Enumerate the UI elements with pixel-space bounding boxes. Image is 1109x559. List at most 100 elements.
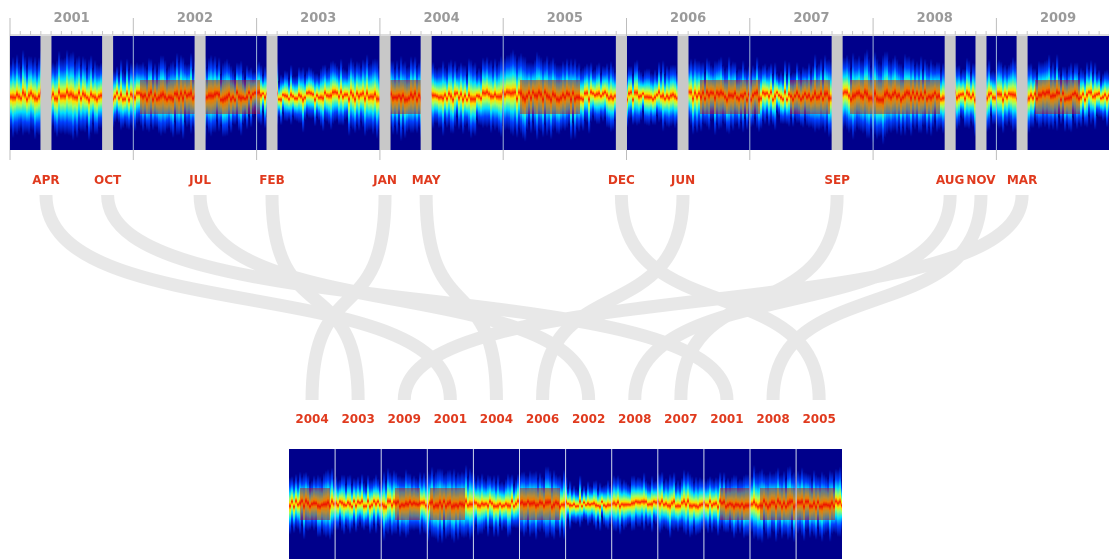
heatmap-column <box>718 58 721 131</box>
heatmap-column <box>750 71 753 128</box>
heatmap-column <box>764 62 767 125</box>
heatmap-column <box>676 71 679 125</box>
heatmap-column <box>334 62 337 122</box>
heatmap-column <box>584 65 587 121</box>
heatmap-column <box>536 51 539 141</box>
heatmap-column <box>998 59 1001 130</box>
heatmap-column <box>86 68 89 128</box>
heatmap-column <box>412 60 415 134</box>
sample-heatmap-column <box>427 470 430 543</box>
sample-heatmap-column <box>629 485 632 525</box>
sample-heatmap-column <box>799 473 802 532</box>
sample-heatmap-column <box>521 471 524 534</box>
heatmap-column <box>742 60 745 133</box>
heatmap-column <box>238 62 241 132</box>
sample-heatmap-column <box>307 474 310 532</box>
heatmap-column <box>1090 59 1093 126</box>
heatmap-column <box>94 59 97 135</box>
year-label: 2004 <box>423 11 459 26</box>
heatmap-column <box>844 57 847 128</box>
month-label: DEC <box>608 173 635 187</box>
heatmap-column <box>124 72 127 126</box>
heatmap-column <box>772 73 775 126</box>
heatmap-column <box>942 62 945 134</box>
sample-heatmap-column <box>723 471 726 533</box>
sample-heatmap-column <box>295 473 298 529</box>
sample-heatmap-column <box>333 477 336 531</box>
heatmap-column <box>1064 66 1067 133</box>
heatmap-column <box>566 57 569 129</box>
sample-heatmap-column <box>709 476 712 527</box>
heatmap-column <box>78 55 81 130</box>
heatmap-column <box>792 71 795 127</box>
sample-heatmap-column <box>527 475 530 529</box>
heatmap-column <box>342 67 345 126</box>
sample-hot-zone <box>395 488 420 520</box>
heatmap-column <box>916 60 919 127</box>
heatmap-column <box>96 63 99 135</box>
heatmap-column <box>1030 62 1033 129</box>
sample-heatmap-column <box>691 476 694 536</box>
heatmap-column <box>92 68 95 125</box>
heatmap-column <box>1010 61 1013 127</box>
heatmap-column <box>304 75 307 121</box>
sample-heatmap-column <box>343 474 346 535</box>
heatmap-column <box>248 69 251 117</box>
sample-label: 2006 <box>526 412 559 426</box>
sample-heatmap-column <box>659 473 662 534</box>
heatmap-hot-zone <box>1035 80 1080 114</box>
sample-heatmap-column <box>647 482 650 527</box>
sample-heatmap-column <box>425 476 428 535</box>
heatmap-column <box>692 62 695 135</box>
heatmap-column <box>870 66 873 131</box>
sample-link <box>766 194 988 401</box>
heatmap-column <box>300 69 303 124</box>
heatmap-column <box>1082 69 1085 119</box>
heatmap-column <box>240 60 243 137</box>
heatmap-column <box>354 65 357 134</box>
heatmap-column <box>720 56 723 129</box>
sample-heatmap-column <box>529 470 532 538</box>
sample-heatmap-column <box>655 480 658 525</box>
heatmap-column <box>1044 60 1047 128</box>
year-label: 2005 <box>547 11 583 26</box>
sample-heatmap-column <box>743 475 746 539</box>
sample-heatmap-column <box>535 470 538 541</box>
heatmap-column <box>860 59 863 132</box>
heatmap-column <box>896 58 899 135</box>
heatmap-column <box>128 69 131 131</box>
sample-heatmap-column <box>625 481 628 529</box>
heatmap-column <box>68 54 71 136</box>
sample-heatmap-column <box>823 473 826 536</box>
heatmap-column <box>706 57 709 128</box>
heatmap-column <box>610 60 613 133</box>
sample-heatmap-column <box>413 475 416 532</box>
heatmap-column <box>524 56 527 142</box>
heatmap-column <box>166 68 169 130</box>
heatmap-column <box>454 60 457 128</box>
heatmap-column <box>410 56 413 134</box>
heatmap-column <box>282 76 285 114</box>
heatmap-column <box>1058 68 1061 118</box>
heatmap-column <box>854 57 857 134</box>
sample-heatmap-column <box>585 489 588 521</box>
sample-heatmap-column <box>523 471 526 538</box>
heatmap-column <box>66 49 69 135</box>
heatmap-column <box>408 66 411 131</box>
heatmap-column <box>862 60 865 134</box>
sample-heatmap-column <box>385 480 388 533</box>
heatmap-column <box>500 55 503 138</box>
sample-heatmap-column <box>391 474 394 537</box>
heatmap-column <box>1092 72 1095 122</box>
heatmap-column <box>818 63 821 131</box>
heatmap-column <box>654 69 657 126</box>
sample-heatmap-column <box>293 480 296 534</box>
heatmap-column <box>214 55 217 134</box>
heatmap-column <box>672 64 675 126</box>
heatmap-column <box>298 66 301 124</box>
sample-heatmap-column <box>699 476 702 534</box>
heatmap-column <box>606 62 609 128</box>
month-label: OCT <box>94 173 122 187</box>
sample-heatmap-column <box>289 477 292 535</box>
sample-label: 2002 <box>572 412 605 426</box>
